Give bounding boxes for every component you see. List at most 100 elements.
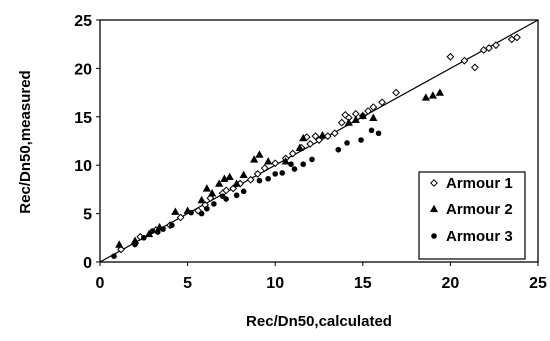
data-point [225, 172, 234, 180]
data-point [206, 194, 215, 203]
data-point [369, 113, 378, 121]
data-point [240, 188, 247, 195]
data-point [369, 103, 378, 112]
x-tick-label: 20 [442, 275, 460, 292]
data-point [220, 174, 229, 182]
data-point [291, 166, 298, 172]
data-point [204, 205, 210, 212]
ticks-layer: 0 5 10 15 20 25 0 5 10 15 20 25 [74, 13, 547, 292]
y-tick-label: 15 [74, 110, 92, 127]
data-point [208, 189, 217, 197]
data-point [197, 195, 206, 204]
data-point [279, 170, 286, 176]
x-tick-label: 25 [529, 275, 547, 292]
legend-marker [429, 204, 439, 213]
data-point [255, 150, 264, 158]
data-point [344, 140, 350, 146]
data-point [265, 175, 271, 182]
data-point [202, 184, 211, 192]
data-point [485, 44, 493, 52]
data-point [351, 115, 360, 123]
data-point [264, 157, 273, 165]
legend-marker [431, 233, 437, 239]
data-point [239, 170, 248, 179]
data-point [141, 235, 147, 241]
legend-box [418, 171, 526, 260]
legend: Armour 1 Armour 2 Armour 3 [418, 171, 526, 260]
data-point [299, 133, 308, 142]
data-point [513, 33, 521, 42]
data-point [341, 110, 350, 119]
y-tick-label: 20 [74, 61, 92, 78]
data-point [460, 56, 469, 65]
data-point [288, 149, 297, 158]
data-point [272, 171, 279, 177]
data-point [229, 184, 238, 193]
data-point [507, 35, 516, 44]
data-point [260, 164, 269, 173]
data-point [323, 132, 332, 141]
data-point [250, 155, 259, 163]
legend-label: Armour 3 [446, 228, 513, 245]
data-point [375, 130, 382, 137]
data-point [335, 146, 342, 153]
y-tick-label: 0 [83, 255, 92, 272]
data-point [171, 207, 180, 215]
data-point [219, 193, 226, 199]
data-point [232, 179, 241, 187]
data-point [117, 245, 125, 254]
data-point [160, 226, 166, 232]
data-point [111, 253, 117, 259]
data-point [246, 175, 255, 184]
plot-frame [99, 19, 539, 263]
data-point [271, 159, 280, 168]
legend-label: Armour 1 [446, 175, 513, 192]
x-axis-label: Rec/Dn50,calculated [246, 313, 392, 330]
data-point [256, 177, 263, 184]
data-point [368, 127, 375, 134]
data-point [344, 118, 353, 126]
data-point [222, 186, 231, 195]
data-point [479, 46, 488, 54]
data-point [421, 93, 430, 101]
data-point [471, 63, 479, 72]
data-point [144, 229, 154, 238]
plot-border [99, 19, 539, 263]
data-point [428, 91, 437, 99]
data-point [358, 137, 364, 143]
data-point [358, 111, 367, 120]
data-point [315, 136, 323, 144]
data-point [115, 240, 124, 248]
data-points-layer [111, 33, 521, 259]
data-point [233, 192, 240, 199]
data-point [392, 88, 400, 97]
legend-label: Armour 2 [446, 201, 513, 218]
y-tick-label: 5 [83, 207, 92, 224]
y-axis-label: Rec/Dn50,measured [17, 70, 34, 213]
data-point [169, 222, 175, 229]
data-point [446, 52, 455, 61]
x-tick-label: 0 [96, 275, 105, 292]
data-point [378, 98, 386, 107]
series-2 [115, 88, 444, 248]
data-point [176, 213, 185, 222]
data-point [435, 88, 444, 96]
data-point [300, 161, 307, 168]
series-1 [117, 33, 521, 254]
data-point [211, 201, 217, 207]
data-point [188, 209, 194, 216]
data-point [155, 229, 161, 235]
data-point [198, 210, 205, 217]
y-tick-label: 10 [74, 158, 92, 175]
data-point [253, 170, 262, 178]
data-point [311, 132, 320, 141]
x-tick-label: 10 [266, 275, 284, 292]
data-point [281, 157, 290, 165]
data-point [306, 139, 315, 148]
data-point [309, 156, 315, 163]
data-point [318, 130, 327, 139]
data-point [330, 129, 339, 138]
data-point [492, 41, 500, 50]
x-tick-label: 5 [183, 275, 192, 292]
